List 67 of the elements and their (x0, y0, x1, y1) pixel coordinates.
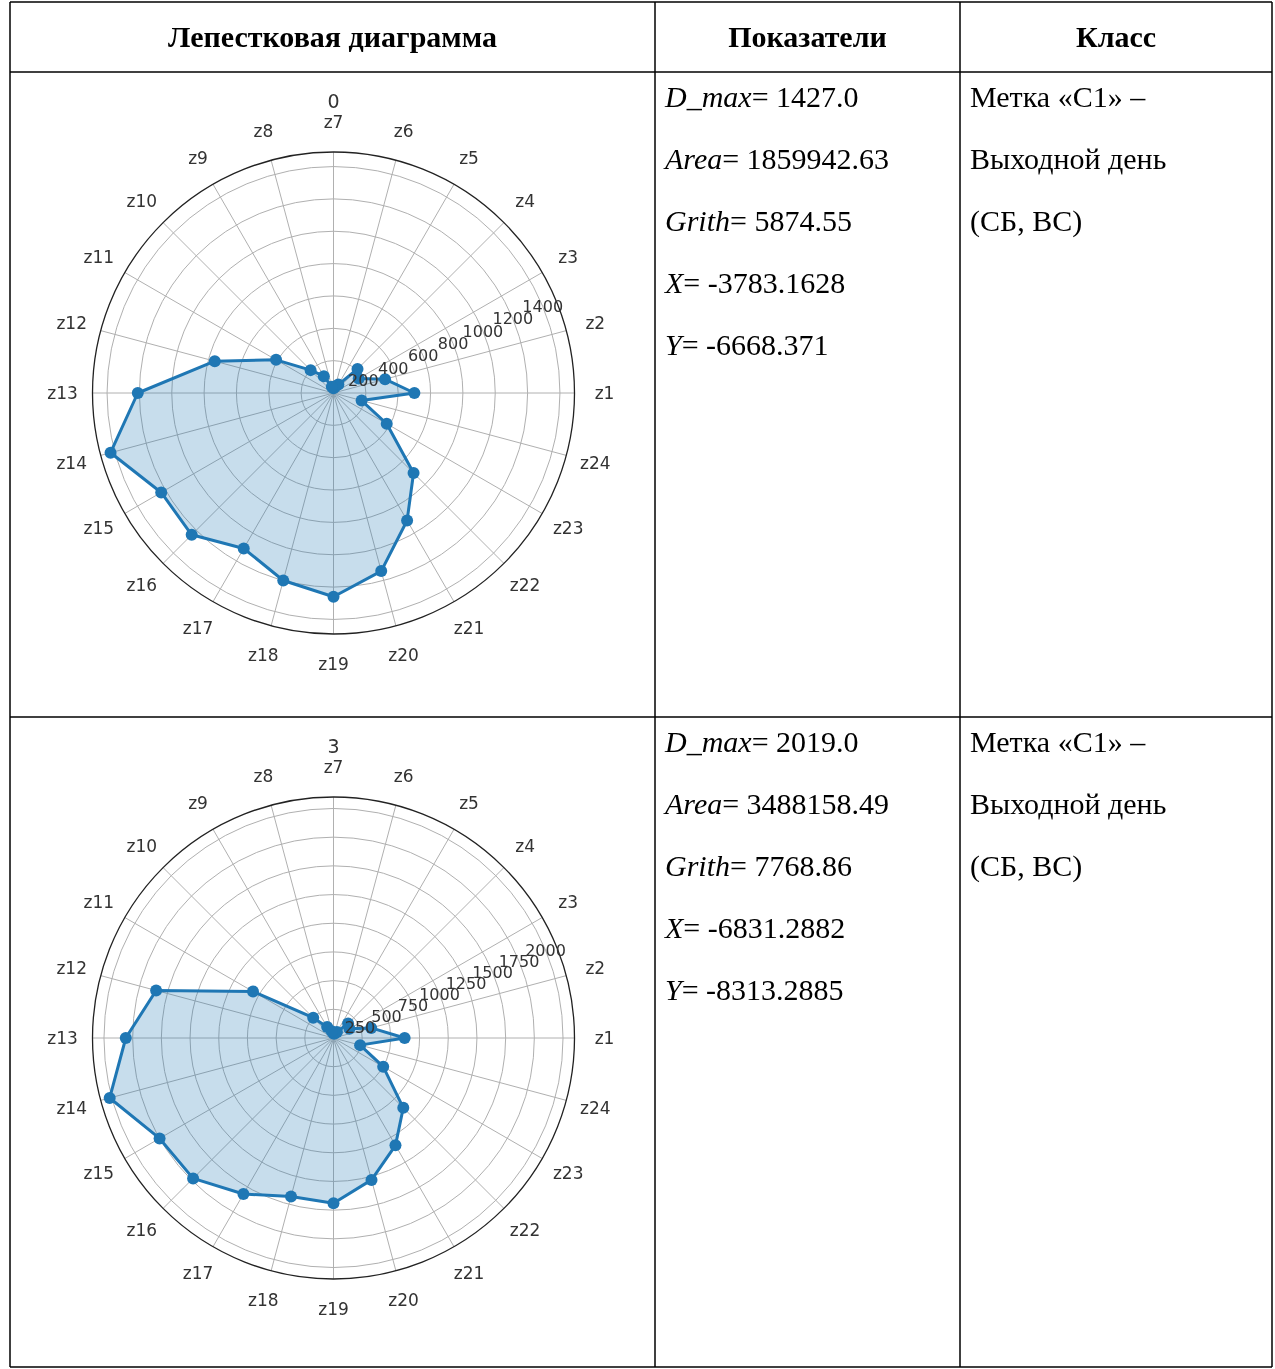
spoke-label: z2 (585, 957, 606, 978)
spoke-label: z16 (126, 1219, 158, 1240)
spoke-label: z23 (552, 518, 584, 539)
spoke-label: z6 (393, 766, 414, 787)
spoke-label: z2 (585, 312, 606, 333)
spoke-label: z8 (253, 121, 274, 142)
y-tick-label: 600 (407, 346, 439, 366)
spoke-label: z15 (83, 518, 115, 539)
text: Grith= 5874.55 (665, 204, 852, 237)
spoke-label: z3 (558, 247, 579, 268)
text: D_max= 1427.0 (664, 80, 859, 113)
text: X= -6831.2882 (664, 911, 846, 944)
spoke-label: z4 (515, 191, 535, 212)
spoke-label: z1 (594, 382, 615, 403)
text: Y= -6668.371 (665, 328, 829, 361)
spoke-label: z6 (393, 121, 414, 142)
spoke-label: z19 (318, 653, 349, 674)
spoke-label: z5 (459, 793, 479, 814)
spoke-label: z1 (594, 1027, 615, 1048)
spoke-label: z21 (453, 617, 485, 638)
spoke-label: z13 (47, 1027, 78, 1048)
text: Показатели (728, 20, 887, 53)
text: Grith= 7768.86 (665, 849, 852, 882)
spoke-label: z13 (47, 382, 78, 403)
spoke-label: z20 (388, 644, 419, 665)
text: Area= 3488158.49 (663, 787, 890, 820)
spoke-label: z7 (323, 756, 344, 777)
text: Метка «C1» – Выходной день (СБ, ВС) (970, 80, 1167, 238)
spoke-label: z12 (56, 312, 88, 333)
chart-title: 0 (327, 90, 340, 112)
text: D_max= 2019.0 (664, 725, 859, 758)
spoke-label: z5 (459, 148, 479, 169)
spoke-label: z19 (318, 1298, 349, 1319)
spoke-label: z17 (182, 617, 214, 638)
spoke-label: z24 (579, 1098, 611, 1119)
spoke-label: z23 (552, 1163, 584, 1184)
spoke-label: z22 (509, 1219, 541, 1240)
spoke-label: z24 (579, 453, 611, 474)
text: Класс (1075, 20, 1157, 53)
spoke-label: z20 (388, 1289, 419, 1310)
spoke-label: z18 (248, 1289, 279, 1310)
spoke-label: z22 (509, 574, 541, 595)
spoke-label: z14 (56, 453, 88, 474)
spoke-label: z10 (126, 836, 158, 857)
spoke-label: z17 (182, 1262, 214, 1283)
text: X= -3783.1628 (664, 266, 846, 299)
y-tick-label: 400 (378, 358, 409, 378)
spoke-label: z15 (83, 1163, 115, 1184)
spoke-label: z7 (323, 111, 344, 132)
spoke-label: z4 (515, 836, 535, 857)
spoke-label: z9 (188, 148, 208, 169)
text: Area= 1859942.63 (663, 142, 890, 175)
spoke-label: z11 (83, 247, 115, 268)
spoke-label: z21 (453, 1262, 485, 1283)
spoke-label: z11 (83, 892, 115, 913)
spoke-label: z8 (253, 766, 274, 787)
text: Лепестковая диаграмма (168, 20, 497, 53)
spoke-label: z3 (558, 892, 579, 913)
spoke-label: z12 (56, 957, 88, 978)
chart-title: 3 (327, 735, 340, 757)
spoke-label: z9 (188, 793, 208, 814)
spoke-label: z18 (248, 644, 279, 665)
spoke-label: z10 (126, 191, 158, 212)
spoke-label: z14 (56, 1098, 88, 1119)
text: Y= -8313.2885 (665, 973, 844, 1006)
spoke-label: z16 (126, 574, 158, 595)
text: Метка «C1» – Выходной день (СБ, ВС) (970, 725, 1167, 883)
